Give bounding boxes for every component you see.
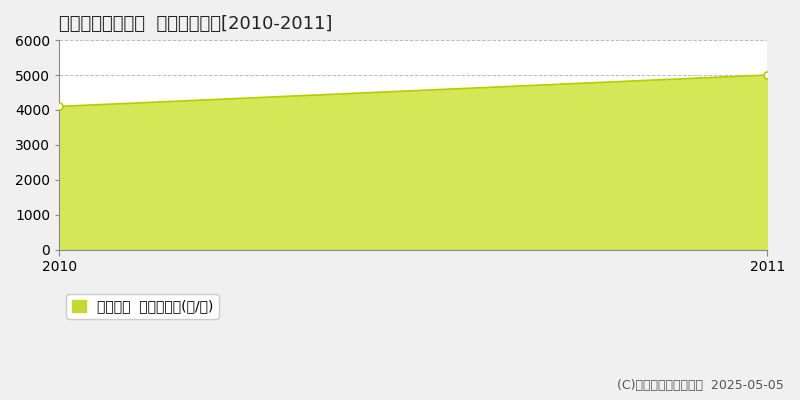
Text: (C)土地価格ドットコム  2025-05-05: (C)土地価格ドットコム 2025-05-05 (618, 379, 784, 392)
Text: 久慈郡大子町袋田  農地価格推移[2010-2011]: 久慈郡大子町袋田 農地価格推移[2010-2011] (59, 15, 333, 33)
Legend: 農地価格  平均坊単価(円/坊): 農地価格 平均坊単価(円/坊) (66, 294, 218, 319)
